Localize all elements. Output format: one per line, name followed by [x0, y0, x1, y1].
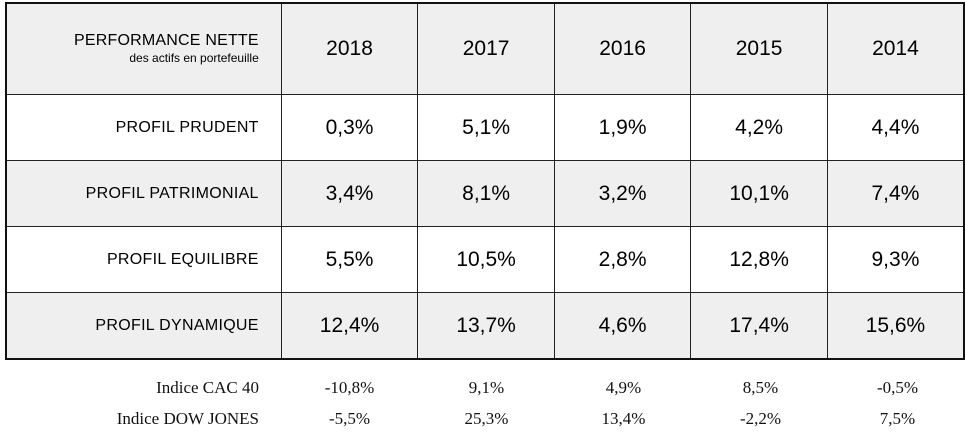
value-cell: 5,1%	[417, 94, 555, 161]
row-label: PROFIL DYNAMIQUE	[5, 292, 282, 360]
row-label: PROFIL EQUILIBRE	[5, 226, 282, 293]
value-cell: 3,4%	[280, 160, 419, 227]
header-row: PERFORMANCE NETTE des actifs en portefeu…	[5, 2, 965, 95]
value-cell: 4,4%	[826, 94, 965, 161]
value-cell: 7,4%	[826, 160, 965, 227]
value-cell: 13,7%	[417, 292, 555, 360]
index-label: Indice CAC 40	[156, 378, 259, 397]
year-header: 2016	[553, 2, 692, 95]
year-header: 2015	[690, 2, 828, 95]
table-row: PROFIL DYNAMIQUE 12,4% 13,7% 4,6% 17,4% …	[5, 292, 965, 360]
year-header: 2014	[826, 2, 965, 95]
value-cell: 9,3%	[826, 226, 965, 293]
index-value: -5,5%	[328, 409, 371, 428]
value-cell: 10,5%	[417, 226, 555, 293]
index-row-cac40: Indice CAC 40 -10,8% 9,1% 4,9% 8,5% -0,5…	[5, 378, 965, 402]
row-label: PROFIL PRUDENT	[5, 94, 282, 161]
index-value: 4,9%	[605, 378, 642, 397]
value-cell: 12,8%	[690, 226, 828, 293]
value-cell: 4,2%	[690, 94, 828, 161]
value-cell: 0,3%	[280, 94, 419, 161]
value-cell: 4,6%	[553, 292, 692, 360]
value-cell: 5,5%	[280, 226, 419, 293]
table-row: PROFIL PATRIMONIAL 3,4% 8,1% 3,2% 10,1% …	[5, 160, 965, 227]
index-value: 9,1%	[468, 378, 505, 397]
value-cell: 2,8%	[553, 226, 692, 293]
value-cell: 15,6%	[826, 292, 965, 360]
header-label-cell: PERFORMANCE NETTE des actifs en portefeu…	[5, 2, 282, 95]
index-value: 8,5%	[742, 378, 779, 397]
value-cell: 8,1%	[417, 160, 555, 227]
year-header: 2018	[280, 2, 419, 95]
index-value: 7,5%	[879, 409, 916, 428]
index-label: Indice DOW JONES	[116, 409, 259, 428]
table-row: PROFIL EQUILIBRE 5,5% 10,5% 2,8% 12,8% 9…	[5, 226, 965, 293]
index-row-dowjones: Indice DOW JONES -5,5% 25,3% 13,4% -2,2%…	[5, 409, 965, 433]
index-value: -0,5%	[876, 378, 919, 397]
table-subtitle: des actifs en portefeuille	[129, 51, 259, 65]
value-cell: 12,4%	[280, 292, 419, 360]
table-row: PROFIL PRUDENT 0,3% 5,1% 1,9% 4,2% 4,4%	[5, 94, 965, 161]
table-title: PERFORMANCE NETTE	[74, 32, 259, 49]
value-cell: 3,2%	[553, 160, 692, 227]
value-cell: 1,9%	[553, 94, 692, 161]
row-label: PROFIL PATRIMONIAL	[5, 160, 282, 227]
value-cell: 10,1%	[690, 160, 828, 227]
value-cell: 17,4%	[690, 292, 828, 360]
index-value: -10,8%	[324, 378, 375, 397]
year-header: 2017	[417, 2, 555, 95]
index-value: 25,3%	[464, 409, 509, 428]
performance-table: PERFORMANCE NETTE des actifs en portefeu…	[5, 2, 965, 360]
index-value: 13,4%	[601, 409, 646, 428]
index-value: -2,2%	[739, 409, 782, 428]
